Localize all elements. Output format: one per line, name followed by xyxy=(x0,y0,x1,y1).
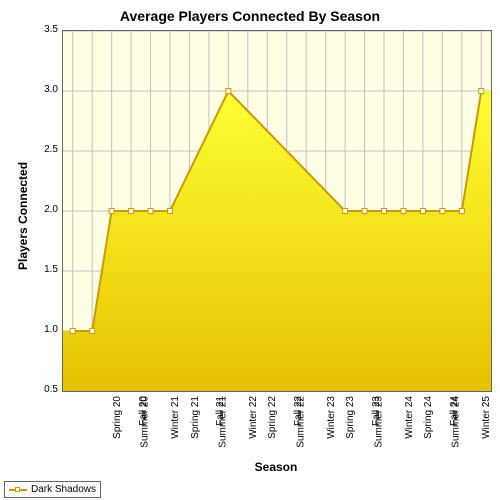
x-tick-label: Fall 23 xyxy=(371,396,382,426)
area-chart-svg xyxy=(63,31,491,391)
y-tick-label: 2.5 xyxy=(32,144,58,155)
x-tick-label: Winter 21 xyxy=(170,396,181,439)
x-tick-label: Winter 24 xyxy=(403,396,414,439)
y-tick-label: 0.5 xyxy=(32,384,58,395)
x-tick-label: Spring 22 xyxy=(267,396,278,439)
x-tick-label: Fall 24 xyxy=(449,396,460,426)
chart-container: Average Players Connected By Season Play… xyxy=(0,0,500,500)
x-tick-label: Fall 22 xyxy=(293,396,304,426)
x-tick-label: Spring 23 xyxy=(345,396,356,439)
legend-series-label: Dark Shadows xyxy=(31,484,96,495)
chart-title: Average Players Connected By Season xyxy=(0,0,500,24)
y-tick-label: 3.5 xyxy=(32,24,58,35)
x-tick-label: Spring 20 xyxy=(112,396,123,439)
x-tick-label: Winter 22 xyxy=(248,396,259,439)
x-tick-label: Spring 24 xyxy=(423,396,434,439)
x-tick-label: Spring 21 xyxy=(189,396,200,439)
y-tick-label: 3.0 xyxy=(32,84,58,95)
y-tick-label: 2.0 xyxy=(32,204,58,215)
y-axis-label: Players Connected xyxy=(16,250,30,270)
x-tick-label: Fall 21 xyxy=(215,396,226,426)
x-axis-label: Season xyxy=(62,460,490,474)
x-tick-label: Winter 25 xyxy=(481,396,492,439)
y-tick-label: 1.0 xyxy=(32,324,58,335)
legend: Dark Shadows xyxy=(4,481,101,498)
legend-swatch xyxy=(9,486,27,494)
plot-area xyxy=(62,30,492,392)
x-tick-label: Fall 20 xyxy=(138,396,149,426)
x-tick-label: Winter 23 xyxy=(326,396,337,439)
y-tick-label: 1.5 xyxy=(32,264,58,275)
